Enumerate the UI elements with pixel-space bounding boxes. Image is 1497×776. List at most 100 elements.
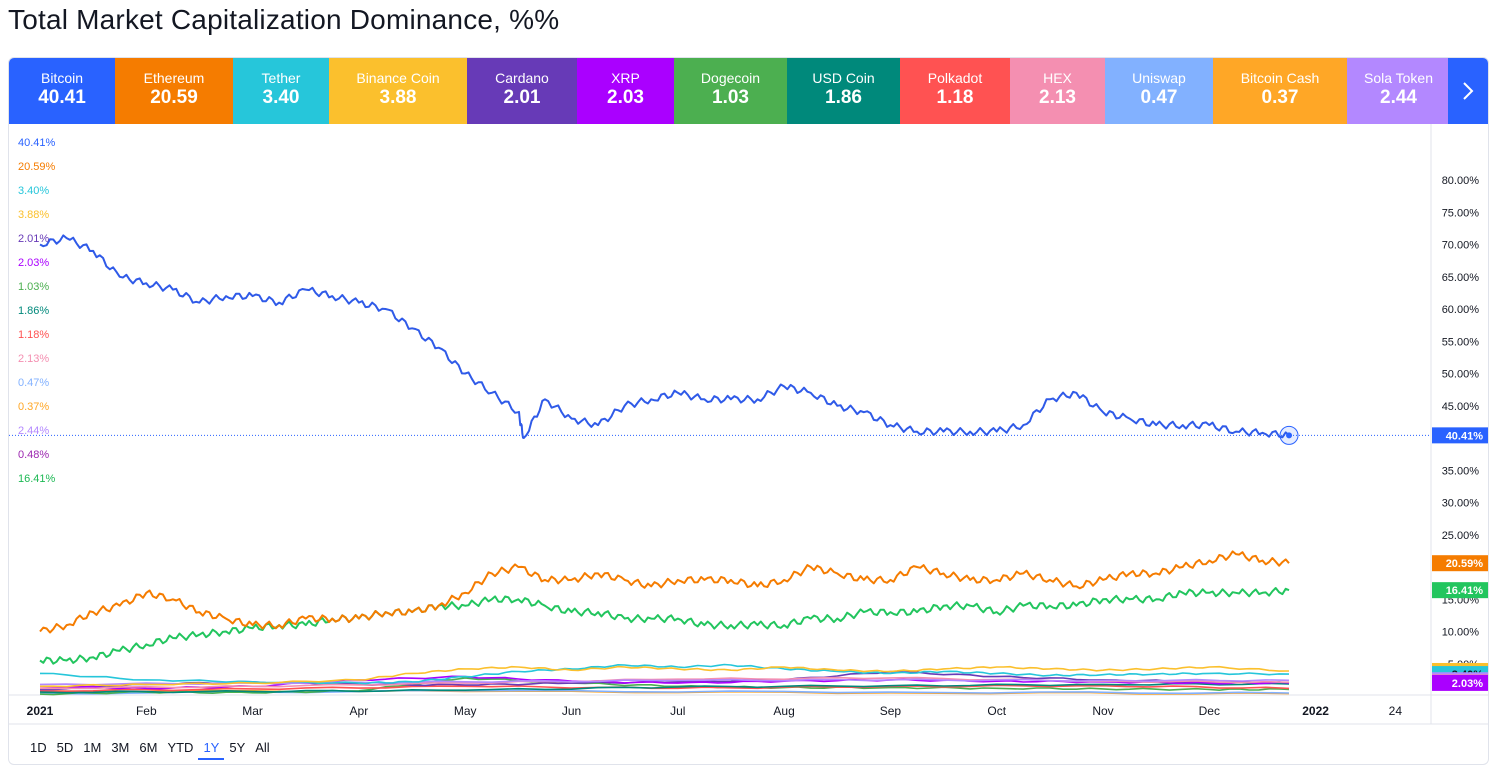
range-1y[interactable]: 1Y xyxy=(198,738,225,760)
legend-value: 2.44% xyxy=(18,425,49,437)
tab-name: Uniswap xyxy=(1132,70,1186,86)
price-label: 2.03% xyxy=(1452,678,1483,690)
tab-bitcoin[interactable]: Bitcoin 40.41 xyxy=(9,58,115,124)
x-tick-label: Oct xyxy=(987,704,1006,718)
range-5d[interactable]: 5D xyxy=(56,740,74,755)
price-label: 40.41% xyxy=(1446,430,1484,442)
tab-value: 1.86 xyxy=(825,87,862,108)
price-label-bg xyxy=(1432,555,1488,572)
tab-binance-coin[interactable]: Binance Coin 3.88 xyxy=(329,58,467,124)
tab-uniswap[interactable]: Uniswap 0.47 xyxy=(1105,58,1213,124)
tab-hex[interactable]: HEX 2.13 xyxy=(1010,58,1105,124)
tab-value: 2.03 xyxy=(607,87,644,108)
chevron-right-icon xyxy=(1463,82,1474,100)
tab-name: Sola Token xyxy=(1363,70,1433,86)
tab-name: XRP xyxy=(611,70,640,86)
y-tick-label: 65.00% xyxy=(1442,272,1480,284)
tab-value: 0.47 xyxy=(1140,87,1178,108)
tab-name: Dogecoin xyxy=(700,70,761,86)
chart-title: Total Market Capitalization Dominance, %… xyxy=(8,4,560,35)
tab-xrp[interactable]: XRP 2.03 xyxy=(577,58,674,124)
x-tick-label: Jul xyxy=(670,704,685,718)
price-label: 16.41% xyxy=(1446,585,1484,597)
y-tick-label: 30.00% xyxy=(1442,498,1480,510)
x-tick-label: Nov xyxy=(1092,704,1113,718)
x-tick-label: Jun xyxy=(562,704,581,718)
price-label-bg xyxy=(1432,582,1488,599)
legend-value: 0.37% xyxy=(18,401,49,413)
range-5y[interactable]: 5Y xyxy=(229,740,246,755)
y-tick-label: 50.00% xyxy=(1442,369,1480,381)
tab-value: 40.41 xyxy=(38,87,86,108)
tab-name: Bitcoin Cash xyxy=(1240,70,1320,86)
tab-usd-coin[interactable]: USD Coin 1.86 xyxy=(787,58,900,124)
y-tick-label: 10.00% xyxy=(1442,627,1480,639)
tab-value: 0.37 xyxy=(1261,87,1299,108)
series-line-tether xyxy=(39,663,1290,685)
dominance-chart[interactable]: 80.00% 75.00% 70.00% 65.00% 60.00% 55.00% 50.0… xyxy=(9,124,1489,738)
series-line-polkadot xyxy=(39,684,1290,693)
range-6m[interactable]: 6M xyxy=(139,740,158,755)
range-3m[interactable]: 3M xyxy=(111,740,130,755)
x-tick-label: 2021 xyxy=(27,704,54,718)
x-tick-label: Sep xyxy=(880,704,902,718)
range-all[interactable]: All xyxy=(255,740,270,755)
y-tick-label: 70.00% xyxy=(1442,240,1480,252)
x-tick-label: Dec xyxy=(1199,704,1220,718)
tab-sola-token[interactable]: Sola Token 2.44 xyxy=(1347,58,1450,124)
series-line-bitcoin xyxy=(39,234,1290,439)
y-tick-label: 75.00% xyxy=(1442,207,1480,219)
tab-name: HEX xyxy=(1043,70,1072,86)
tab-name: Binance Coin xyxy=(356,70,440,86)
range-1d[interactable]: 1D xyxy=(30,740,47,755)
y-tick-label: 25.00% xyxy=(1442,530,1480,542)
range-1m[interactable]: 1M xyxy=(83,740,102,755)
legend-value: 3.88% xyxy=(18,209,49,221)
legend-value: 3.40% xyxy=(18,185,49,197)
legend-value: 16.41% xyxy=(18,473,56,485)
legend-value: 2.01% xyxy=(18,233,49,245)
y-tick-label: 80.00% xyxy=(1442,175,1480,187)
legend-value: 1.18% xyxy=(18,329,49,341)
tab-polkadot[interactable]: Polkadot 1.18 xyxy=(900,58,1010,124)
range-selector: 1D 5D 1M 3M 6M YTD 1Y 5Y All xyxy=(25,738,275,760)
tab-value: 20.59 xyxy=(150,87,198,108)
tab-value: 2.13 xyxy=(1039,87,1076,108)
tab-dogecoin[interactable]: Dogecoin 1.03 xyxy=(674,58,787,124)
tab-bitcoin-cash[interactable]: Bitcoin Cash 0.37 xyxy=(1213,58,1347,124)
x-tick-label: Mar xyxy=(242,704,263,718)
x-tick-label: 2022 xyxy=(1302,704,1329,718)
y-tick-label: 55.00% xyxy=(1442,336,1480,348)
tab-name: Bitcoin xyxy=(40,70,84,86)
tab-value: 1.03 xyxy=(712,87,749,108)
tab-tether[interactable]: Tether 3.40 xyxy=(233,58,329,124)
series-line-ethereum xyxy=(39,550,1290,634)
tab-value: 2.44 xyxy=(1380,87,1417,108)
y-tick-label: 45.00% xyxy=(1442,401,1480,413)
legend-value: 1.86% xyxy=(18,305,49,317)
x-tick-label: May xyxy=(454,704,477,718)
legend-value: 0.47% xyxy=(18,377,49,389)
tabs-next-button[interactable] xyxy=(1448,58,1488,124)
bitcoin-last-point xyxy=(1286,432,1293,439)
series-line-others xyxy=(39,587,1290,665)
tab-name: Ethereum xyxy=(143,70,205,86)
x-tick-label: Aug xyxy=(773,704,794,718)
range-ytd[interactable]: YTD xyxy=(167,740,194,755)
tab-value: 2.01 xyxy=(503,87,541,108)
dominance-widget: Bitcoin 40.41 Ethereum 20.59 Tether 3.40 Binan… xyxy=(8,57,1489,765)
legend-value: 0.48% xyxy=(18,449,49,461)
tab-ethereum[interactable]: Ethereum 20.59 xyxy=(115,58,233,124)
legend-value: 2.03% xyxy=(18,257,49,269)
tab-name: Cardano xyxy=(495,70,549,86)
y-tick-label: 35.00% xyxy=(1442,465,1480,477)
x-tick-label: 24 xyxy=(1389,704,1403,718)
tab-value: 3.40 xyxy=(262,87,300,108)
legend-value: 2.13% xyxy=(18,353,49,365)
tab-name: Tether xyxy=(261,70,301,86)
x-tick-label: Feb xyxy=(136,704,157,718)
tab-name: Polkadot xyxy=(927,70,983,86)
tab-cardano[interactable]: Cardano 2.01 xyxy=(467,58,577,124)
tab-name: USD Coin xyxy=(812,70,875,86)
series-line-usd-coin xyxy=(39,682,1290,694)
